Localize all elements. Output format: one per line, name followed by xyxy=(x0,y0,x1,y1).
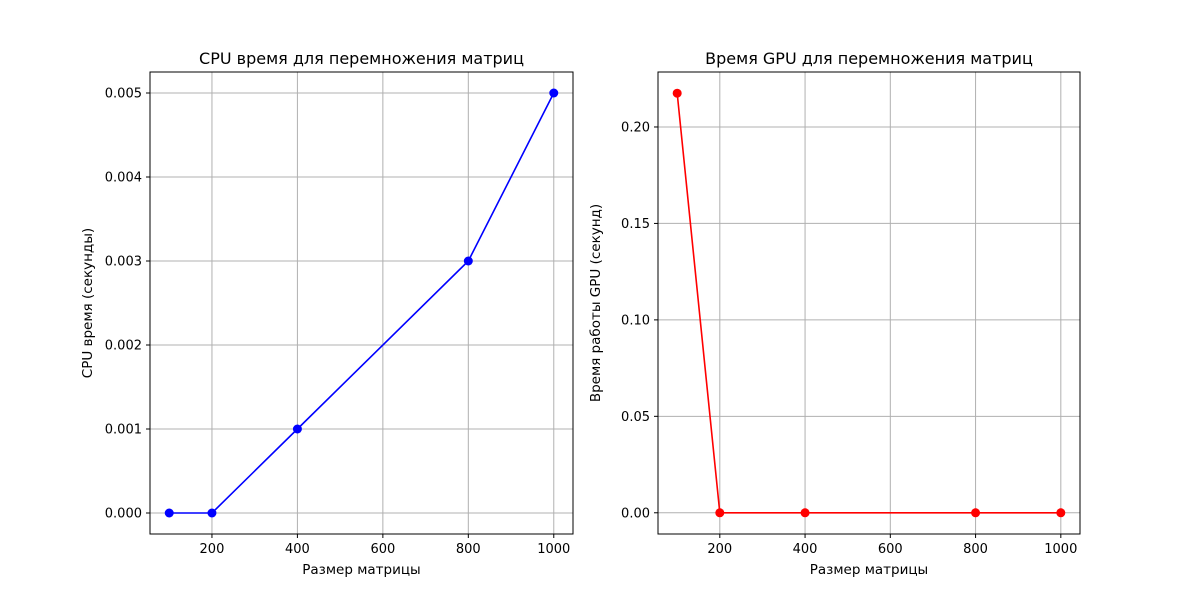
cpu-data-point xyxy=(292,424,302,434)
gpu-x-axis-label: Размер матрицы xyxy=(810,562,928,578)
gpu-data-point xyxy=(1056,508,1066,518)
gpu-y-tick-label: 0.00 xyxy=(621,506,650,521)
cpu-data-point xyxy=(549,88,559,98)
cpu-data-point xyxy=(164,508,174,518)
cpu-y-tick-label: 0.003 xyxy=(105,255,142,270)
cpu-y-tick-label: 0.004 xyxy=(105,171,142,186)
gpu-series-line xyxy=(676,93,1061,514)
cpu-y-tick-label: 0.000 xyxy=(105,507,142,522)
gpu-x-tick-label: 200 xyxy=(707,542,732,557)
cpu-x-tick-label: 1000 xyxy=(537,542,570,557)
cpu-x-tick-label: 800 xyxy=(456,542,481,557)
cpu-y-tick-label: 0.001 xyxy=(105,423,142,438)
gpu-y-tick-label: 0.15 xyxy=(621,217,650,232)
gpu-x-tick-label: 800 xyxy=(963,542,988,557)
gpu-plot-frame xyxy=(657,71,1081,535)
gpu-y-tick-label: 0.20 xyxy=(621,120,650,135)
gpu-x-tick-label: 400 xyxy=(793,542,818,557)
gpu-y-axis-label: Время работы GPU (секунд) xyxy=(588,204,604,402)
cpu-data-point xyxy=(207,508,217,518)
gpu-data-point xyxy=(715,508,725,518)
cpu-chart-panel: 200 400 600 800 1000 0.000 0.001 0.002 0.003 0.00… xyxy=(80,49,574,578)
gpu-x-tick-label: 1000 xyxy=(1044,542,1077,557)
cpu-y-tick-label: 0.002 xyxy=(105,339,142,354)
cpu-series-line xyxy=(169,92,555,514)
gpu-chart-title: Время GPU для перемножения матриц xyxy=(705,49,1033,68)
cpu-chart-title: CPU время для перемножения матриц xyxy=(199,49,524,68)
gpu-y-tick-label: 0.10 xyxy=(621,313,650,328)
cpu-data-point xyxy=(463,256,473,266)
cpu-x-tick-label: 200 xyxy=(200,542,225,557)
cpu-x-axis-label: Размер матрицы xyxy=(302,562,420,578)
gpu-x-tick-label: 600 xyxy=(878,542,903,557)
cpu-y-axis-label: CPU время (секунды) xyxy=(80,228,96,378)
gpu-data-point xyxy=(800,508,810,518)
cpu-y-tick-label: 0.005 xyxy=(105,87,142,102)
cpu-x-tick-label: 400 xyxy=(285,542,310,557)
cpu-x-tick-label: 600 xyxy=(370,542,395,557)
gpu-data-point xyxy=(971,508,981,518)
gpu-data-point xyxy=(672,88,682,98)
cpu-plot-frame xyxy=(149,71,574,535)
gpu-chart-panel: 200 400 600 800 1000 0.00 0.05 0.10 0.15 0.20 Врем… xyxy=(588,49,1081,578)
gpu-y-tick-label: 0.05 xyxy=(621,410,650,425)
